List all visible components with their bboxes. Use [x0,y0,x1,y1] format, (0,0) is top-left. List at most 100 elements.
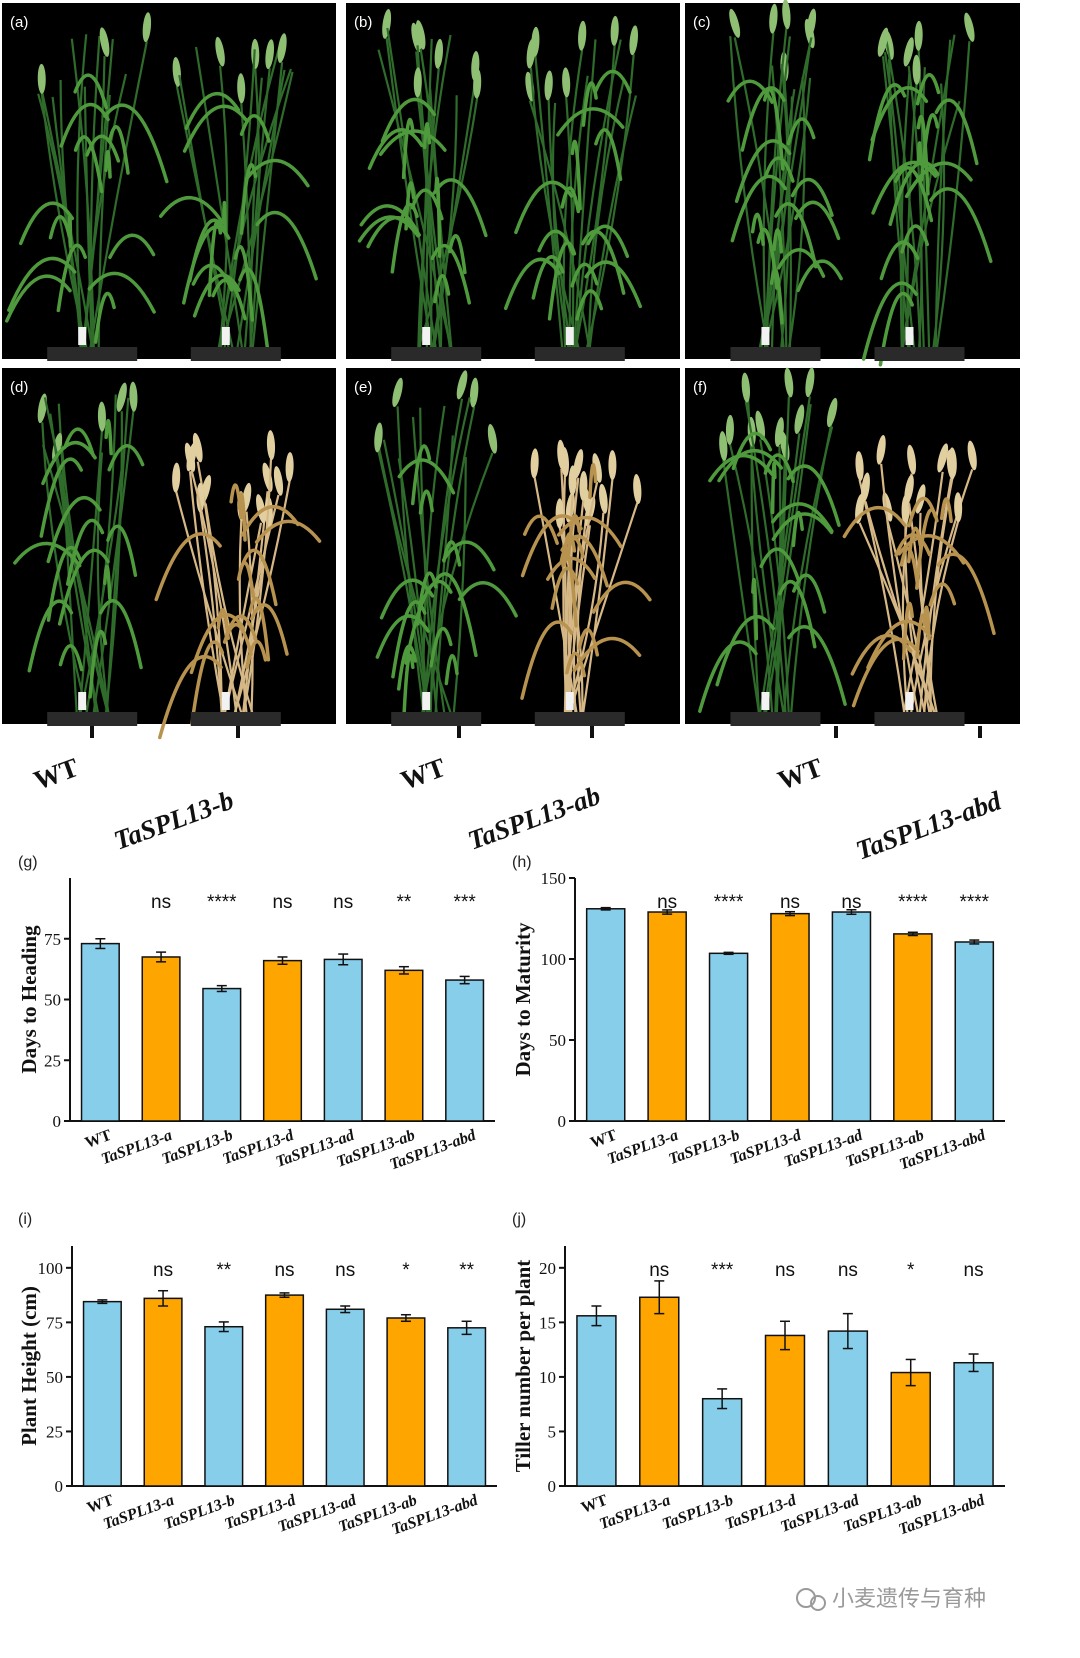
leaf [430,244,472,305]
mutant-label: TaSPL13-abd [852,785,1006,865]
leaf [586,224,630,259]
pot [874,347,965,361]
mutant-plant [503,15,643,361]
y-axis-title: Days to Heading [17,925,41,1074]
leaf [397,458,456,495]
ear [725,414,734,445]
chart-panel-label: (j) [512,1211,526,1228]
leaf [928,582,957,607]
stem [906,83,918,350]
leaf [240,505,300,537]
chart-panel-label: (i) [18,1211,32,1228]
stem [787,77,806,350]
ear [967,440,977,471]
significance-label: *** [711,1260,734,1281]
leaf [158,196,225,225]
mutant-plant [861,12,993,367]
genotype-label-pair: WT TaSPL13-b [30,726,240,856]
significance-label: ns [780,892,800,913]
leaf [907,496,938,528]
stem [883,51,905,350]
leaf [236,561,256,599]
leaf [537,229,575,256]
ear [530,448,539,479]
photo-background [685,3,1020,359]
leaf [591,580,652,614]
significance-label: *** [454,892,477,913]
photo-panel-label: (b) [354,14,372,31]
photo-grid: (a) (b) (c) (d) (e) (f) [2,0,1020,740]
leaf [108,233,156,260]
leaf [893,166,934,223]
y-tick-label: 100 [541,950,567,969]
bar [831,911,872,1122]
leaf [763,156,795,183]
stem [411,417,446,715]
leaf [594,128,623,182]
y-tick-label: 75 [44,930,61,949]
photo-panel-label: (c) [693,14,711,31]
y-tick-label: 25 [44,1051,61,1070]
chart-panel-label: (g) [18,854,38,871]
stem [880,463,920,715]
tag [761,327,770,345]
y-tick-label: 0 [558,1112,567,1131]
ear [196,482,205,513]
stem [175,491,243,715]
stem [563,481,599,715]
photo-panel: (b) [346,3,680,361]
leaf [184,91,241,131]
stem [568,502,639,715]
stem [562,49,584,350]
leaf [904,161,973,199]
leaf [73,135,104,194]
stem [587,78,626,350]
ear [277,33,287,63]
leaf [786,464,841,527]
stem [245,511,254,715]
leaf [522,514,559,545]
photo-panel: (c) [685,0,1020,367]
leaf [73,73,109,110]
leaf [241,548,278,607]
stem [59,80,85,350]
marker-tick [236,726,240,738]
stem [423,397,471,715]
wt-label: WT [397,752,450,796]
stem [251,61,284,350]
ear [914,20,923,51]
stem [722,459,761,715]
ear [99,27,110,57]
ear [531,26,540,57]
bar [827,1330,869,1487]
stem [425,67,440,350]
photo-panel-label: (d) [10,379,28,396]
marker-tick [590,726,594,738]
stem [547,99,572,350]
wechat-icon-bubble [810,1595,826,1611]
ear [912,54,921,85]
y-tick-label: 10 [539,1368,556,1387]
mutant-plant [158,33,318,361]
tag [422,327,431,345]
significance-label: ns [333,892,353,913]
leaf [410,444,432,506]
ear [469,377,479,408]
ear [579,470,588,501]
leaf [432,572,478,658]
y-tick-label: 25 [46,1422,63,1441]
leaf [878,291,914,367]
ear [578,20,587,51]
ear [784,367,794,398]
leaf [771,502,834,533]
stem [199,511,223,715]
stem [83,86,94,350]
ear [769,3,778,34]
wt-plant [698,367,847,726]
leaf [850,633,913,676]
bar-chart: (g)Days to Heading0255075WTnsTaSPL13-a**… [17,854,495,1174]
tag [905,327,914,345]
photo-panel: (d) [2,368,336,740]
leaf [58,644,84,672]
ear [544,70,553,101]
